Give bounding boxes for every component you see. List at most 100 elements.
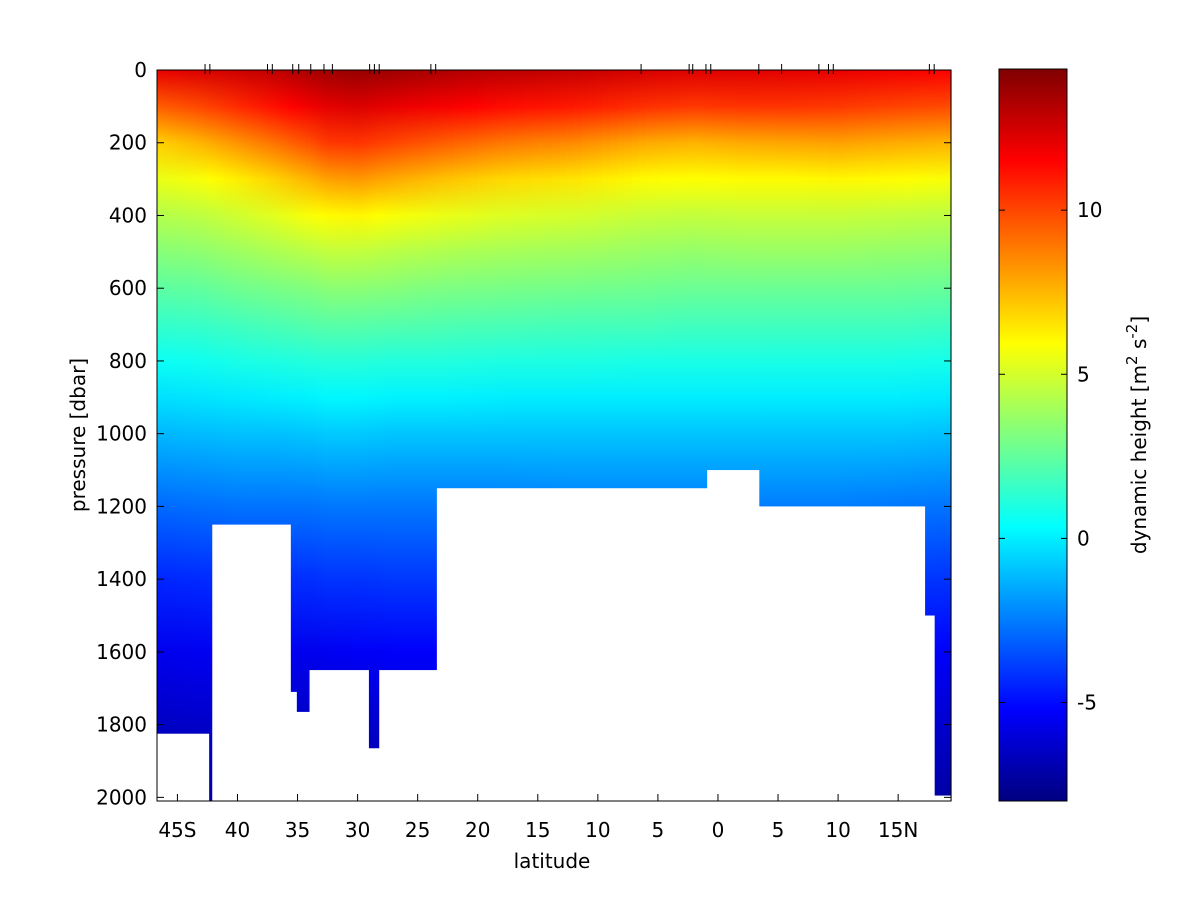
field-strip [313, 70, 316, 801]
field-strip [660, 70, 666, 801]
field-strip [631, 70, 640, 801]
y-tick-label: 1000 [96, 422, 147, 446]
field-strip [904, 70, 912, 801]
bottom-mask-segment [934, 795, 952, 802]
field-strip [852, 70, 858, 801]
colorbar-label-part: dynamic height [m [1127, 365, 1151, 554]
field-strip [892, 70, 900, 801]
field-strip [284, 70, 289, 801]
field-strip [679, 70, 685, 801]
bottom-mask-segment [379, 670, 438, 802]
field-strip [233, 70, 239, 801]
field-strip [948, 70, 952, 801]
field-strip [427, 70, 433, 801]
field-strip [516, 70, 524, 801]
y-tick-label: 0 [134, 58, 147, 82]
field-strip [325, 70, 329, 801]
field-strip [602, 70, 611, 801]
field-strip [361, 70, 366, 801]
colorbar [998, 68, 1068, 802]
field-strip [708, 70, 714, 801]
bottom-mask-segment [707, 470, 760, 802]
bottom-mask-segment [924, 615, 935, 802]
field-strip [552, 70, 561, 801]
field-strip [761, 70, 767, 801]
field-strip [447, 70, 455, 801]
y-axis-label: pressure [dbar] [66, 358, 90, 512]
field-strip [857, 70, 863, 801]
field-strip [417, 70, 424, 801]
field-strip [277, 70, 282, 801]
field-strip [717, 70, 724, 801]
bottom-mask-segment [758, 506, 926, 802]
field-strip [595, 70, 604, 801]
bottom-mask-segment [157, 733, 210, 802]
y-tick-label: 1600 [96, 640, 147, 664]
field-strip [703, 70, 709, 801]
field-strip [559, 70, 568, 801]
field-strip [403, 70, 409, 801]
field-strip [881, 70, 887, 801]
field-strip [814, 70, 820, 801]
field-strip [838, 70, 844, 801]
field-strip [287, 70, 293, 801]
field-strip [698, 70, 705, 801]
field-strip [266, 70, 271, 801]
field-strip [828, 70, 834, 801]
x-tick-label: 5 [772, 818, 785, 842]
field-strip [722, 70, 729, 801]
field-strip [674, 70, 681, 801]
field-strip [386, 70, 391, 801]
x-axis-label: latitude [514, 849, 591, 873]
field-strip [314, 70, 318, 801]
field-strip [537, 70, 546, 801]
field-strip [323, 70, 327, 801]
field-strip [244, 70, 249, 801]
x-tick-label: 0 [712, 818, 725, 842]
field [157, 70, 952, 801]
field-strip [193, 70, 198, 801]
colorbar-label-part: ] [1127, 316, 1151, 324]
field-strip [751, 70, 758, 801]
field-strip [441, 70, 449, 801]
field-strip [483, 70, 491, 801]
field-strip [163, 70, 169, 801]
field-strip [876, 70, 882, 801]
field-strip [459, 70, 467, 801]
field-strip [316, 70, 320, 801]
field-strip [212, 70, 217, 801]
field-strip [408, 70, 414, 801]
field-strip [684, 70, 690, 801]
field-strip [693, 70, 700, 801]
field-strip [432, 70, 438, 801]
x-tick-label: 15N [878, 818, 918, 842]
field-strip [581, 70, 589, 801]
y-tick-label: 800 [109, 349, 147, 373]
field-strip [219, 70, 224, 801]
field-strip [241, 70, 246, 801]
field-strip [650, 70, 657, 801]
field-strip [713, 70, 719, 801]
y-tick-label: 600 [109, 276, 147, 300]
y-tick-label: 200 [109, 131, 147, 155]
field-strip [379, 70, 384, 801]
field-strip [780, 70, 786, 801]
field-strip [159, 70, 165, 801]
field-strip [523, 70, 532, 801]
field-strip [573, 70, 582, 801]
field-strip [157, 70, 161, 801]
field-strip [295, 70, 300, 801]
x-tick-label: 35 [285, 818, 310, 842]
field-strip [436, 70, 443, 801]
bottom-mask-segment [290, 691, 297, 802]
field-strip [390, 70, 395, 801]
field-strip [508, 70, 517, 801]
field-strip [311, 70, 314, 801]
field-strip [339, 70, 344, 801]
field-strip [172, 70, 177, 801]
field-strip [259, 70, 264, 801]
y-tick-label: 2000 [96, 785, 147, 809]
field-strip [305, 70, 311, 801]
colorbar-label-superscript: 2 [1123, 355, 1141, 365]
field-strip [322, 70, 325, 801]
